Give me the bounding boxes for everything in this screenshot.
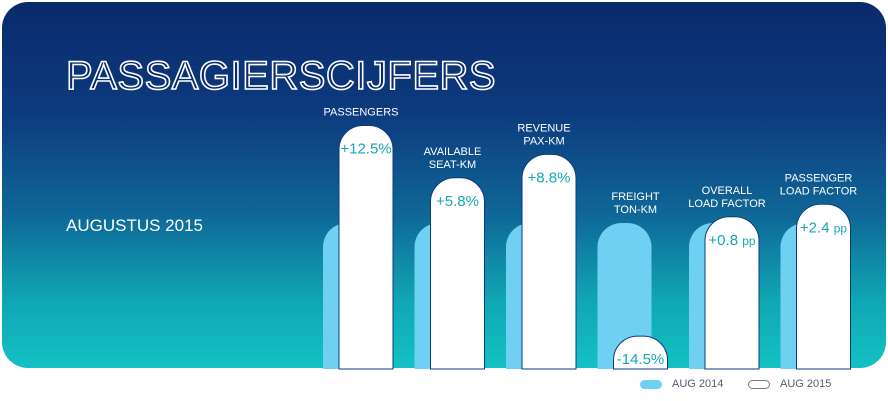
legend-label-aug-2015: AUG 2015 bbox=[780, 378, 832, 390]
value-label-available-seat-km: +5.8% bbox=[436, 193, 479, 210]
bar-aug-2014-freight-ton-km bbox=[597, 223, 652, 369]
legend-aug-2014: AUG 2014 bbox=[640, 378, 723, 390]
value-label-revenue-pax-km: +8.8% bbox=[528, 169, 571, 186]
bar-aug-2015-revenue-pax-km bbox=[521, 153, 577, 370]
value-label-freight-ton-km: -14.5% bbox=[617, 351, 665, 368]
legend-swatch-aug-2015 bbox=[748, 379, 770, 389]
bar-aug-2015-overall-load-factor bbox=[704, 216, 760, 370]
value-label-passengers: +12.5% bbox=[340, 141, 391, 158]
bar-aug-2015-freight-ton-km bbox=[613, 335, 668, 370]
bar-aug-2015-available-seat-km bbox=[430, 177, 485, 370]
page-title: PASSAGIERSCIJFERS bbox=[65, 53, 497, 99]
category-label-available-seat-km: AVAILABLE SEAT-KM bbox=[424, 146, 482, 171]
bar-aug-2015-passenger-load-factor bbox=[796, 203, 851, 370]
value-label-overall-load-factor: +0.8 pp bbox=[708, 232, 755, 249]
category-label-revenue-pax-km: REVENUE PAX-KM bbox=[517, 122, 570, 147]
legend-aug-2015: AUG 2015 bbox=[748, 378, 831, 390]
category-label-freight-ton-km: FREIGHT TON-KM bbox=[611, 191, 660, 216]
category-label-overall-load-factor: OVERALL LOAD FACTOR bbox=[688, 185, 765, 210]
category-label-passengers: PASSENGERS bbox=[324, 107, 399, 119]
value-label-passenger-load-factor: +2.4 pp bbox=[800, 219, 847, 236]
legend-swatch-aug-2014 bbox=[640, 379, 662, 389]
period-label: AUGUSTUS 2015 bbox=[66, 216, 203, 235]
legend-label-aug-2014: AUG 2014 bbox=[672, 378, 724, 390]
bar-aug-2015-passengers bbox=[338, 125, 394, 370]
category-label-passenger-load-factor: PASSENGER LOAD FACTOR bbox=[780, 172, 857, 197]
